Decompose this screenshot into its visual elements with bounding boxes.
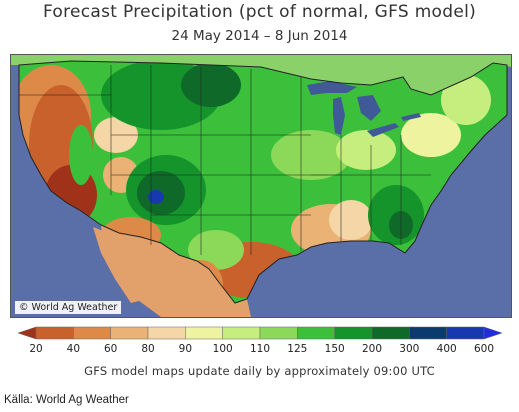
update-note: GFS model maps update daily by approxima…: [84, 364, 435, 378]
legend-tick-label: 40: [67, 343, 80, 355]
legend-tick-label: 125: [287, 343, 307, 355]
legend-tick-label: 300: [399, 343, 419, 355]
date-range: 24 May 2014 – 8 Jun 2014: [171, 28, 348, 44]
legend-tick-label: 60: [104, 343, 117, 355]
baja-california: [93, 227, 139, 303]
lake-ontario: [401, 113, 421, 121]
legend-color-bin: [17, 326, 37, 340]
map-credit: © World Ag Weather: [15, 301, 122, 314]
legend-color-bin: [409, 326, 447, 340]
legend-color-bin: [110, 326, 149, 340]
lake-huron: [357, 95, 381, 121]
legend-tick-label: 80: [141, 343, 154, 355]
legend-tick-label: 400: [437, 343, 457, 355]
legend-tick-label: 200: [362, 343, 382, 355]
legend-color-bin: [446, 326, 485, 340]
legend-color-bin: [73, 326, 111, 340]
legend-tick-label: 110: [250, 343, 270, 355]
canada: [11, 55, 511, 95]
legend-color-bin: [371, 326, 410, 340]
precipitation-map: © World Ag Weather: [10, 54, 512, 318]
legend-color-bin: [483, 326, 503, 340]
color-scale-legend: 20 40 60 80 90 100 110 125 150 200 300 400 600: [14, 323, 506, 363]
legend-tick-label: 20: [29, 343, 42, 355]
lake-superior: [307, 81, 357, 95]
lake-michigan: [333, 97, 345, 135]
map-title: Forecast Precipitation (pct of normal, G…: [42, 2, 477, 22]
source-caption: Källa: World Ag Weather: [4, 394, 129, 406]
legend-color-bin: [297, 326, 335, 340]
legend-tick-label: 100: [213, 343, 233, 355]
legend-color-bin: [147, 326, 186, 340]
legend-tick-label: 90: [179, 343, 192, 355]
legend-color-bin: [185, 326, 223, 340]
legend-color-bin: [334, 326, 373, 340]
legend-tick-label: 600: [474, 343, 494, 355]
us-outline: [18, 60, 508, 304]
legend-color-bin: [222, 326, 261, 340]
legend-tick-label: 150: [325, 343, 345, 355]
legend-color-bin: [259, 326, 298, 340]
legend-color-bin: [35, 326, 74, 340]
lake-erie: [367, 123, 399, 137]
mexico: [101, 225, 251, 317]
